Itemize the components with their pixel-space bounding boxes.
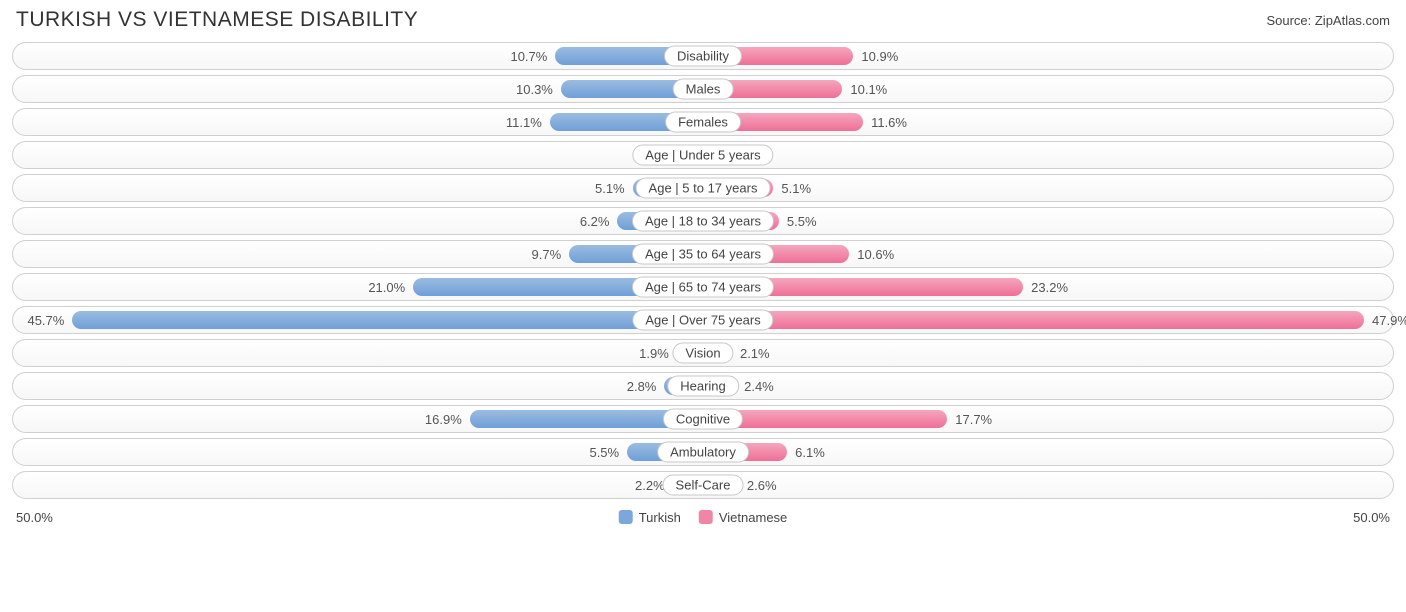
row-right-half: 5.5% <box>703 208 1393 234</box>
row-right-half: 5.1% <box>703 175 1393 201</box>
legend-swatch-vietnamese <box>699 510 713 524</box>
left-value-label: 9.7% <box>524 247 570 262</box>
left-value-label: 10.7% <box>502 49 555 64</box>
left-value-label: 16.9% <box>417 412 470 427</box>
chart-row: 2.8% 2.4%Hearing <box>12 372 1394 400</box>
row-category-label: Ambulatory <box>657 442 749 463</box>
diverging-bar-chart: 10.7% 10.9% Disability 10.3% 10.1% Males 11.1%… <box>12 42 1394 499</box>
row-right-half: 6.1% <box>703 439 1393 465</box>
legend-label-turkish: Turkish <box>639 510 681 525</box>
row-left-half: 5.1% <box>13 175 703 201</box>
legend-swatch-turkish <box>619 510 633 524</box>
right-value-label: 5.1% <box>773 181 819 196</box>
row-right-half: 11.6% <box>703 109 1393 135</box>
row-left-half: 5.5% <box>13 439 703 465</box>
row-right-half: 17.7% <box>703 406 1393 432</box>
right-value-label: 2.4% <box>736 379 782 394</box>
chart-footer: 50.0% Turkish Vietnamese 50.0% <box>12 507 1394 527</box>
row-category-label: Age | 35 to 64 years <box>632 244 774 265</box>
row-category-label: Age | Under 5 years <box>632 145 773 166</box>
row-category-label: Age | Over 75 years <box>632 310 773 331</box>
row-right-half: 0.81% <box>703 142 1393 168</box>
row-left-half: 10.7% <box>13 43 703 69</box>
row-right-half: 2.1% <box>703 340 1393 366</box>
row-right-half: 10.9% <box>703 43 1393 69</box>
left-value-label: 1.9% <box>631 346 677 361</box>
legend-item-turkish: Turkish <box>619 510 681 525</box>
row-left-half: 45.7% <box>13 307 703 333</box>
right-value-label: 6.1% <box>787 445 833 460</box>
chart-row: 1.9% 2.1%Vision <box>12 339 1394 367</box>
chart-row: 11.1% 11.6% Females <box>12 108 1394 136</box>
axis-left-label: 50.0% <box>16 510 53 525</box>
left-value-label: 11.1% <box>498 115 550 130</box>
chart-header: TURKISH VS VIETNAMESE DISABILITY Source:… <box>12 8 1394 32</box>
chart-row: 21.0% 23.2% Age | 65 to 74 years <box>12 273 1394 301</box>
row-category-label: Age | 5 to 17 years <box>636 178 771 199</box>
row-category-label: Age | 18 to 34 years <box>632 211 774 232</box>
row-category-label: Vision <box>672 343 733 364</box>
legend: Turkish Vietnamese <box>619 510 788 525</box>
row-left-half: 1.1% <box>13 142 703 168</box>
row-right-half: 2.6% <box>703 472 1393 498</box>
chart-row: 45.7% 47.9%Age | Over 75 years <box>12 306 1394 334</box>
chart-row: 1.1%0.81%Age | Under 5 years <box>12 141 1394 169</box>
row-category-label: Cognitive <box>663 409 743 430</box>
chart-row: 10.3% 10.1% Males <box>12 75 1394 103</box>
row-left-half: 11.1% <box>13 109 703 135</box>
chart-source: Source: ZipAtlas.com <box>1266 13 1390 28</box>
row-right-half: 10.1% <box>703 76 1393 102</box>
left-value-label: 21.0% <box>360 280 413 295</box>
row-left-half: 1.9% <box>13 340 703 366</box>
chart-row: 9.7% 10.6% Age | 35 to 64 years <box>12 240 1394 268</box>
right-value-label: 5.5% <box>779 214 825 229</box>
row-left-half: 6.2% <box>13 208 703 234</box>
chart-row: 5.1% 5.1%Age | 5 to 17 years <box>12 174 1394 202</box>
right-value-label: 2.1% <box>732 346 778 361</box>
row-left-half: 10.3% <box>13 76 703 102</box>
left-value-label: 5.5% <box>581 445 627 460</box>
chart-title: TURKISH VS VIETNAMESE DISABILITY <box>16 8 418 32</box>
chart-row: 5.5% 6.1% Ambulatory <box>12 438 1394 466</box>
row-right-half: 2.4% <box>703 373 1393 399</box>
right-bar <box>703 311 1364 329</box>
row-left-half: 9.7% <box>13 241 703 267</box>
right-value-label: 2.6% <box>739 478 785 493</box>
left-value-label: 10.3% <box>508 82 561 97</box>
chart-row: 10.7% 10.9% Disability <box>12 42 1394 70</box>
row-right-half: 23.2% <box>703 274 1393 300</box>
right-value-label: 10.1% <box>842 82 895 97</box>
legend-item-vietnamese: Vietnamese <box>699 510 787 525</box>
axis-right-label: 50.0% <box>1353 510 1390 525</box>
right-value-label: 47.9% <box>1364 313 1406 328</box>
right-value-label: 10.9% <box>853 49 906 64</box>
row-left-half: 16.9% <box>13 406 703 432</box>
left-value-label: 5.1% <box>587 181 633 196</box>
row-left-half: 21.0% <box>13 274 703 300</box>
row-category-label: Disability <box>664 46 742 67</box>
left-value-label: 45.7% <box>19 313 72 328</box>
row-category-label: Age | 65 to 74 years <box>632 277 774 298</box>
right-value-label: 23.2% <box>1023 280 1076 295</box>
right-value-label: 10.6% <box>849 247 902 262</box>
right-value-label: 11.6% <box>863 115 915 130</box>
left-value-label: 2.8% <box>619 379 665 394</box>
right-value-label: 17.7% <box>947 412 1000 427</box>
row-left-half: 2.8% <box>13 373 703 399</box>
row-right-half: 10.6% <box>703 241 1393 267</box>
left-bar <box>72 311 703 329</box>
chart-row: 6.2% 5.5% Age | 18 to 34 years <box>12 207 1394 235</box>
row-category-label: Self-Care <box>663 475 744 496</box>
row-category-label: Hearing <box>667 376 739 397</box>
legend-label-vietnamese: Vietnamese <box>719 510 787 525</box>
left-value-label: 6.2% <box>572 214 618 229</box>
chart-row: 16.9% 17.7% Cognitive <box>12 405 1394 433</box>
row-left-half: 2.2% <box>13 472 703 498</box>
row-right-half: 47.9% <box>703 307 1393 333</box>
row-category-label: Males <box>673 79 734 100</box>
chart-row: 2.2% 2.6%Self-Care <box>12 471 1394 499</box>
row-category-label: Females <box>665 112 741 133</box>
